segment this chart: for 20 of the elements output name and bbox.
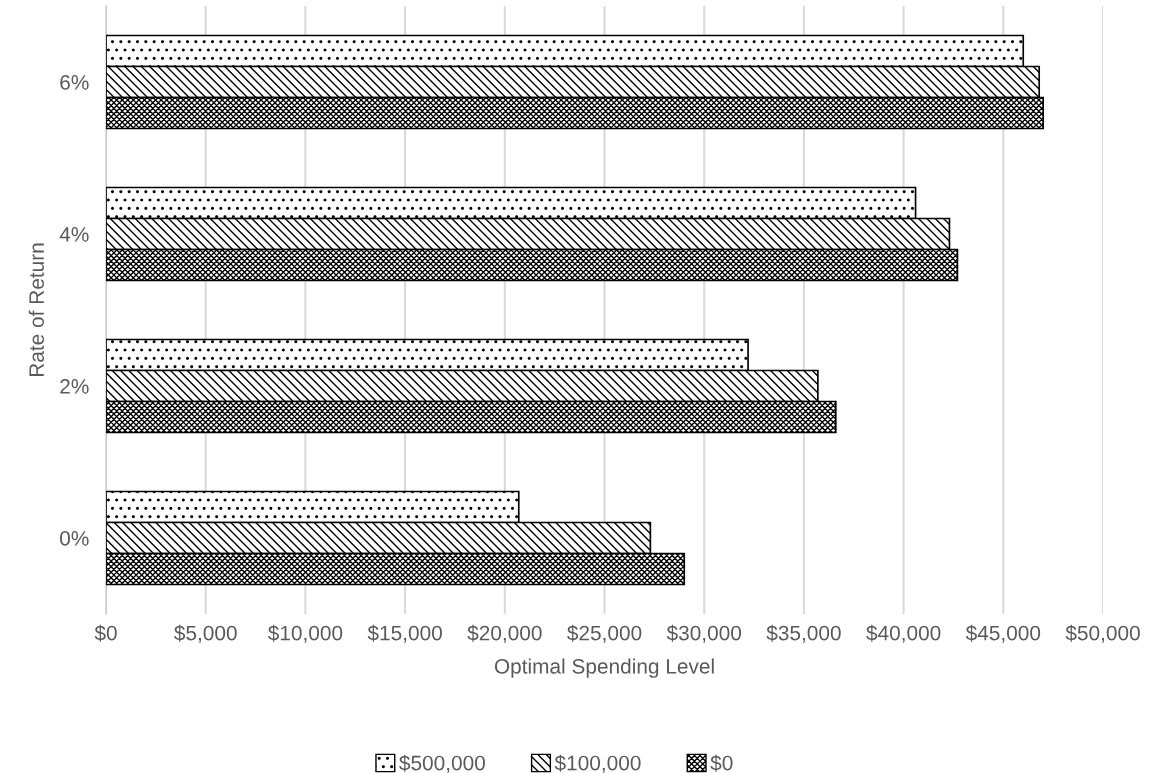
legend-label: $0 <box>710 754 733 772</box>
x-tick-label: $25,000 <box>567 624 642 643</box>
x-tick-label: $5,000 <box>174 624 237 643</box>
x-tick-label: $20,000 <box>467 624 542 643</box>
x-tick-label: $15,000 <box>367 624 442 643</box>
x-tick-label: $40,000 <box>866 624 941 643</box>
x-tick-label: $50,000 <box>1065 624 1140 643</box>
x-tick-label: $0 <box>94 624 117 642</box>
x-tick-label: $35,000 <box>766 624 841 643</box>
x-tick-label: $45,000 <box>965 624 1041 643</box>
x-tick-label: $30,000 <box>666 624 742 643</box>
y-tick-label: 2% <box>60 379 89 394</box>
x-axis-title: Optimal Spending Level <box>494 658 714 678</box>
y-tick-label: 6% <box>60 75 89 90</box>
legend-label: $500,000 <box>399 754 485 773</box>
x-tick-label: $10,000 <box>267 624 343 643</box>
legend-label: $100,000 <box>554 754 641 773</box>
y-tick-label: 0% <box>60 531 89 546</box>
y-axis-title: Rate of Return <box>28 243 44 377</box>
y-tick-label: 4% <box>59 227 89 242</box>
